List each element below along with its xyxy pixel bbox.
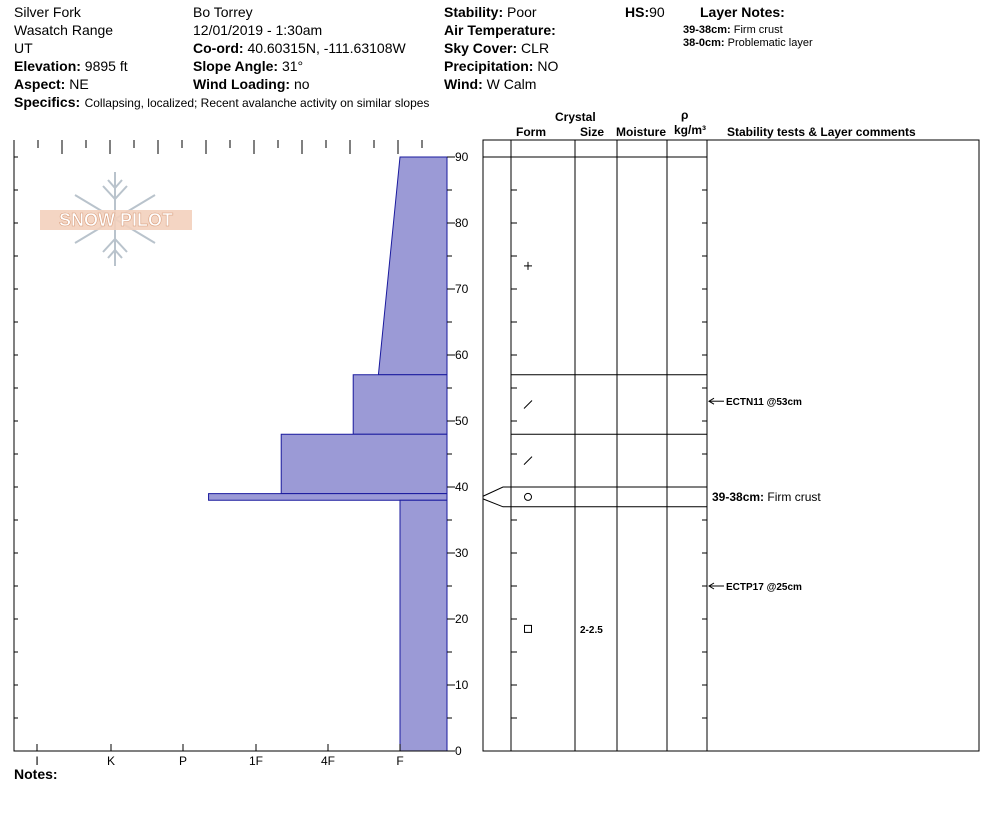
hardness-tick-label: F bbox=[396, 754, 403, 768]
state: UT bbox=[14, 40, 33, 56]
layer-note-1: 39-38cm: Firm crust bbox=[683, 25, 783, 36]
notes-label: Notes: bbox=[14, 766, 58, 782]
depth-tick-label: 40 bbox=[455, 480, 469, 494]
layer-table-frame bbox=[482, 139, 980, 752]
aspect-label: Aspect: bbox=[14, 76, 66, 92]
wind-loading-value: no bbox=[293, 76, 310, 92]
hs-row: HS:90 bbox=[625, 5, 665, 19]
specifics-value: Collapsing, localized; Recent avalanche … bbox=[84, 96, 430, 110]
depth-tick-label: 70 bbox=[455, 282, 469, 296]
crystal-circle-icon bbox=[524, 492, 532, 501]
depth-tick-label: 30 bbox=[455, 546, 469, 560]
layer-note-2-range: 38-0cm: bbox=[683, 37, 725, 49]
crystal-slash-icon bbox=[523, 400, 533, 409]
stability-test-label: ECTN11 @53cm bbox=[726, 397, 802, 408]
layer-note-1-text: Firm crust bbox=[733, 24, 783, 36]
aspect-value: NE bbox=[69, 76, 89, 92]
hs-label: HS: bbox=[625, 4, 650, 20]
crust-connector bbox=[482, 498, 511, 508]
depth-tick-label: 60 bbox=[455, 348, 469, 362]
wind-loading-row: Wind Loading: no bbox=[193, 77, 310, 91]
hs-value: 90 bbox=[649, 4, 665, 20]
crystal-size-label: 2-2.5 bbox=[580, 625, 603, 636]
wind-loading-label: Wind Loading: bbox=[193, 76, 291, 92]
snowpilot-logo: SNOW PILOT bbox=[40, 172, 192, 266]
elevation-row: Elevation: 9895 ft bbox=[14, 59, 128, 73]
logo-text: SNOW PILOT bbox=[59, 210, 173, 230]
crystal-plus-icon bbox=[524, 261, 532, 270]
layer-comment-text: Firm crust bbox=[767, 490, 821, 504]
specifics-label: Specifics: bbox=[14, 94, 81, 110]
arrow-head bbox=[708, 582, 715, 590]
size-header: Size bbox=[580, 125, 605, 139]
depth-tick-label: 20 bbox=[455, 612, 469, 626]
hardness-tick-label: I bbox=[35, 754, 38, 768]
specifics-row: Specifics: Collapsing, localized; Recent… bbox=[14, 95, 429, 111]
hardness-tick-label: K bbox=[107, 754, 115, 768]
crystal-square-icon bbox=[524, 624, 532, 633]
moisture-header: Moisture bbox=[616, 125, 667, 139]
hardness-layer-5 bbox=[399, 499, 448, 752]
air-temp-row: Air Temperature: bbox=[444, 23, 556, 37]
arrow-head bbox=[708, 397, 715, 405]
layer-note-2-text: Problematic layer bbox=[727, 37, 813, 49]
stability-test-arrow-icon bbox=[708, 582, 724, 590]
hardness-layer-1 bbox=[377, 156, 448, 376]
stability-test-label: ECTP17 @25cm bbox=[726, 582, 802, 593]
slope-value: 31° bbox=[281, 58, 304, 74]
stability-row: Stability: Poor bbox=[444, 5, 537, 19]
layer-comment: 39-38cm: Firm crust bbox=[712, 490, 821, 504]
wind-label: Wind: bbox=[444, 76, 483, 92]
aspect-row: Aspect: NE bbox=[14, 77, 89, 91]
crystal-slash-icon bbox=[523, 456, 533, 465]
layer-note-2: 38-0cm: Problematic layer bbox=[683, 38, 813, 49]
hardness-tick-label: 4F bbox=[321, 754, 335, 768]
elevation-label: Elevation: bbox=[14, 58, 81, 74]
hardness-layer-2 bbox=[352, 374, 448, 435]
sky-value: CLR bbox=[521, 40, 550, 56]
coord-label: Co-ord: bbox=[193, 40, 244, 56]
datetime: 12/01/2019 - 1:30am bbox=[193, 22, 323, 38]
wind-value: W Calm bbox=[486, 76, 537, 92]
sky-row: Sky Cover: CLR bbox=[444, 41, 549, 55]
stability-comments-header: Stability tests & Layer comments bbox=[727, 125, 916, 139]
coord-row: Co-ord: 40.60315N, -111.63108W bbox=[193, 41, 406, 55]
range: Wasatch Range bbox=[14, 22, 114, 38]
precip-value: NO bbox=[537, 58, 559, 74]
hardness-tick-label: P bbox=[179, 754, 187, 768]
slope-row: Slope Angle: 31° bbox=[193, 59, 303, 73]
stability-label: Stability: bbox=[444, 4, 504, 20]
layer-notes-label: Layer Notes: bbox=[700, 4, 785, 20]
hardness-layer-4 bbox=[208, 493, 448, 501]
slope-label: Slope Angle: bbox=[193, 58, 279, 74]
stability-test-arrow-icon bbox=[708, 397, 724, 405]
depth-tick-label: 0 bbox=[455, 744, 462, 758]
stability-value: Poor bbox=[507, 4, 537, 20]
density-unit-header: kg/m³ bbox=[674, 123, 707, 137]
hardness-tick-label: 1F bbox=[249, 754, 263, 768]
precip-label: Precipitation: bbox=[444, 58, 534, 74]
crystal-header: Crystal bbox=[555, 110, 596, 124]
depth-tick-label: 90 bbox=[455, 150, 469, 164]
logo-band bbox=[40, 210, 192, 230]
crust-connector bbox=[482, 486, 511, 497]
observer: Bo Torrey bbox=[193, 4, 253, 20]
rho-header: ρ bbox=[681, 108, 689, 122]
precip-row: Precipitation: NO bbox=[444, 59, 558, 73]
layer-note-1-range: 39-38cm: bbox=[683, 24, 731, 36]
location: Silver Fork bbox=[14, 4, 81, 20]
form-header: Form bbox=[516, 125, 546, 139]
air-temp-label: Air Temperature: bbox=[444, 22, 556, 38]
coord-value: 40.60315N, -111.63108W bbox=[247, 40, 406, 56]
depth-tick-label: 80 bbox=[455, 216, 469, 230]
wind-row: Wind: W Calm bbox=[444, 77, 536, 91]
elevation-value: 9895 ft bbox=[84, 58, 128, 74]
sky-label: Sky Cover: bbox=[444, 40, 518, 56]
hardness-layer-3 bbox=[280, 433, 448, 495]
depth-tick-label: 50 bbox=[455, 414, 469, 428]
layer-comment-range: 39-38cm: bbox=[712, 490, 767, 504]
depth-tick-label: 10 bbox=[455, 678, 469, 692]
